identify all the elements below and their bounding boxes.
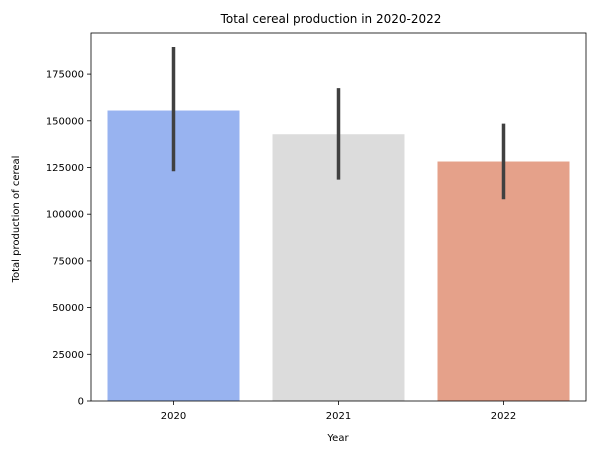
y-tick-label-175000: 175000 <box>46 70 84 81</box>
y-tick-label-50000: 50000 <box>52 303 84 314</box>
y-axis-label: Total production of cereal <box>11 156 22 284</box>
y-tick-label-25000: 25000 <box>52 350 84 361</box>
x-axis-label: Year <box>326 433 349 444</box>
y-tick-label-0: 0 <box>78 397 84 408</box>
chart-title: Total cereal production in 2020-2022 <box>220 12 442 26</box>
x-tick-label-2020: 2020 <box>161 411 186 422</box>
plot-area <box>108 47 570 401</box>
y-tick-label-100000: 100000 <box>46 210 84 221</box>
y-tick-label-75000: 75000 <box>52 256 84 267</box>
y-tick-label-150000: 150000 <box>46 116 84 127</box>
x-tick-label-2022: 2022 <box>491 411 516 422</box>
y-tick-label-125000: 125000 <box>46 163 84 174</box>
x-tick-label-2021: 2021 <box>326 411 351 422</box>
